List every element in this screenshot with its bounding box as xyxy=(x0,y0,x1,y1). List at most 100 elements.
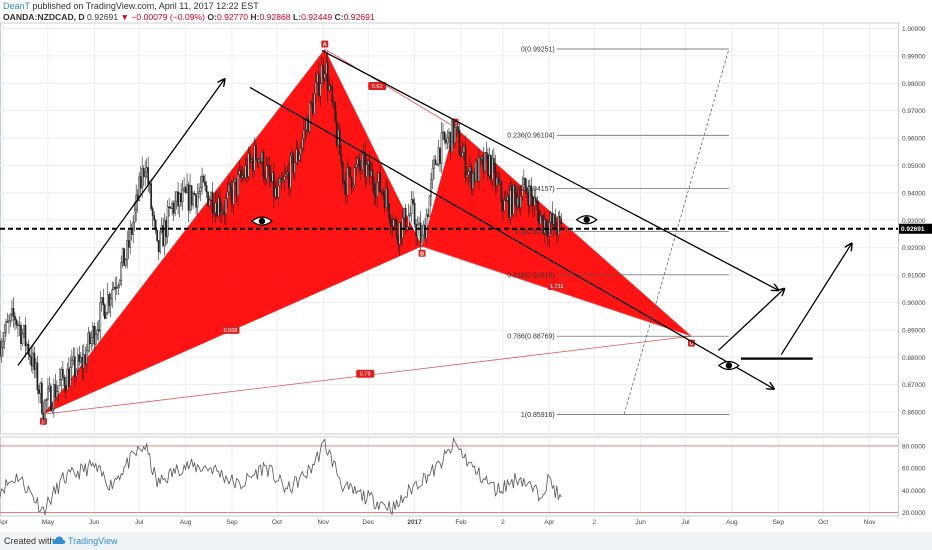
candle-body xyxy=(256,158,259,163)
candle-body xyxy=(431,167,434,181)
candle-body xyxy=(279,178,281,187)
candle-body xyxy=(261,152,263,163)
tradingview-cloud-icon xyxy=(52,536,66,544)
candle-body xyxy=(117,284,120,288)
candle-body xyxy=(509,186,512,218)
candle-body xyxy=(521,184,524,197)
candle-body xyxy=(488,155,491,176)
candle-body xyxy=(473,172,476,182)
candle-body xyxy=(448,131,450,139)
candle-body xyxy=(329,85,332,87)
candle-body xyxy=(70,359,73,368)
candle-body xyxy=(437,147,440,165)
candle-body xyxy=(349,167,352,178)
candle-body xyxy=(65,386,67,391)
candle-body xyxy=(442,131,444,134)
candle-body xyxy=(105,312,108,319)
x-tick-label: Jun xyxy=(89,519,100,526)
candle-body xyxy=(557,216,560,235)
candle-body xyxy=(114,286,117,289)
candle-body xyxy=(250,159,253,162)
price-change: −0.00079 (−0.09%) xyxy=(131,12,205,22)
candle-body xyxy=(51,408,54,412)
candle-body xyxy=(457,126,459,131)
candle-body xyxy=(20,324,22,344)
candle-body xyxy=(368,160,371,177)
candle-body xyxy=(262,152,265,178)
candle-body xyxy=(464,146,467,178)
candle-body xyxy=(192,193,194,206)
candle-body xyxy=(204,181,206,186)
time-axis[interactable]: Apr May Jun Jul Aug Sep Oct Nov Dec 2017 Feb 2 Apr 2 J… xyxy=(0,519,876,526)
candle-body xyxy=(47,388,49,400)
y-tick-label: 0.91000 xyxy=(902,273,926,280)
tradingview-brand[interactable]: TradingView xyxy=(68,536,118,546)
candle-body xyxy=(207,191,209,207)
candle-body xyxy=(213,212,215,214)
candle-body xyxy=(388,203,390,219)
candle-body xyxy=(502,201,504,211)
trend-line-arrow xyxy=(780,244,851,355)
y-tick-label: 0.88000 xyxy=(902,355,926,362)
x-tick-label: Aug xyxy=(726,519,738,526)
candle-body xyxy=(120,262,123,281)
candle-body xyxy=(214,202,217,213)
author-link[interactable]: DeanT xyxy=(3,1,30,11)
candle-body xyxy=(506,196,509,201)
candle-body xyxy=(343,181,346,185)
candle-body xyxy=(36,362,39,390)
pattern-line-bd xyxy=(421,245,692,337)
candle-body xyxy=(168,206,170,208)
candle-body xyxy=(443,131,446,141)
x-tick-label: 2 xyxy=(501,519,505,526)
candle-body xyxy=(178,193,181,207)
eye-pupil xyxy=(583,216,590,223)
candle-body xyxy=(29,354,31,358)
candle-body xyxy=(205,185,208,193)
candle-body xyxy=(512,184,515,215)
pattern-point-label: A xyxy=(323,42,327,48)
candle-body xyxy=(407,215,410,228)
candle-body xyxy=(361,154,364,170)
candle-body xyxy=(33,352,36,370)
candle-body xyxy=(268,165,271,177)
candle-body xyxy=(524,177,527,189)
candle-body xyxy=(259,158,262,163)
candle-body xyxy=(180,193,182,202)
candle-body xyxy=(425,214,428,239)
candle-body xyxy=(355,164,358,168)
candle-body xyxy=(162,225,164,247)
candle-body xyxy=(42,412,45,420)
pattern-ratio-badge xyxy=(547,282,566,291)
candle-body xyxy=(5,321,7,333)
candle-body xyxy=(533,197,536,207)
candle-body xyxy=(157,240,160,252)
candle-body xyxy=(496,177,498,186)
candle-body xyxy=(159,231,161,252)
candle-body xyxy=(90,337,93,345)
candle-body xyxy=(151,208,154,216)
candle-body xyxy=(334,102,337,122)
fib-level-label: 0.5(0.92583) xyxy=(515,229,555,236)
x-tick-label: Jun xyxy=(635,519,646,526)
candle-body xyxy=(84,354,87,364)
candle-body xyxy=(216,202,218,217)
candle-body xyxy=(199,187,202,192)
x-tick-label: Oct xyxy=(818,519,828,526)
candle-body xyxy=(69,366,72,387)
candle-body xyxy=(14,316,16,321)
pattern-ratio-label: 0.62 xyxy=(372,84,383,90)
candle-body xyxy=(527,191,530,206)
candle-body xyxy=(12,308,15,317)
candle-body xyxy=(100,297,103,303)
candle-body xyxy=(277,185,280,198)
candle-body xyxy=(472,172,474,190)
candle-body xyxy=(208,199,211,207)
candle-body xyxy=(530,185,533,197)
candle-body xyxy=(147,167,150,186)
grid-lines xyxy=(0,22,899,517)
y-tick-label: 0.86000 xyxy=(902,410,926,417)
price-axis[interactable]: 1.00000 0.99000 0.98000 0.97000 0.96000 0.950… xyxy=(899,26,932,417)
candle-body xyxy=(94,334,97,345)
